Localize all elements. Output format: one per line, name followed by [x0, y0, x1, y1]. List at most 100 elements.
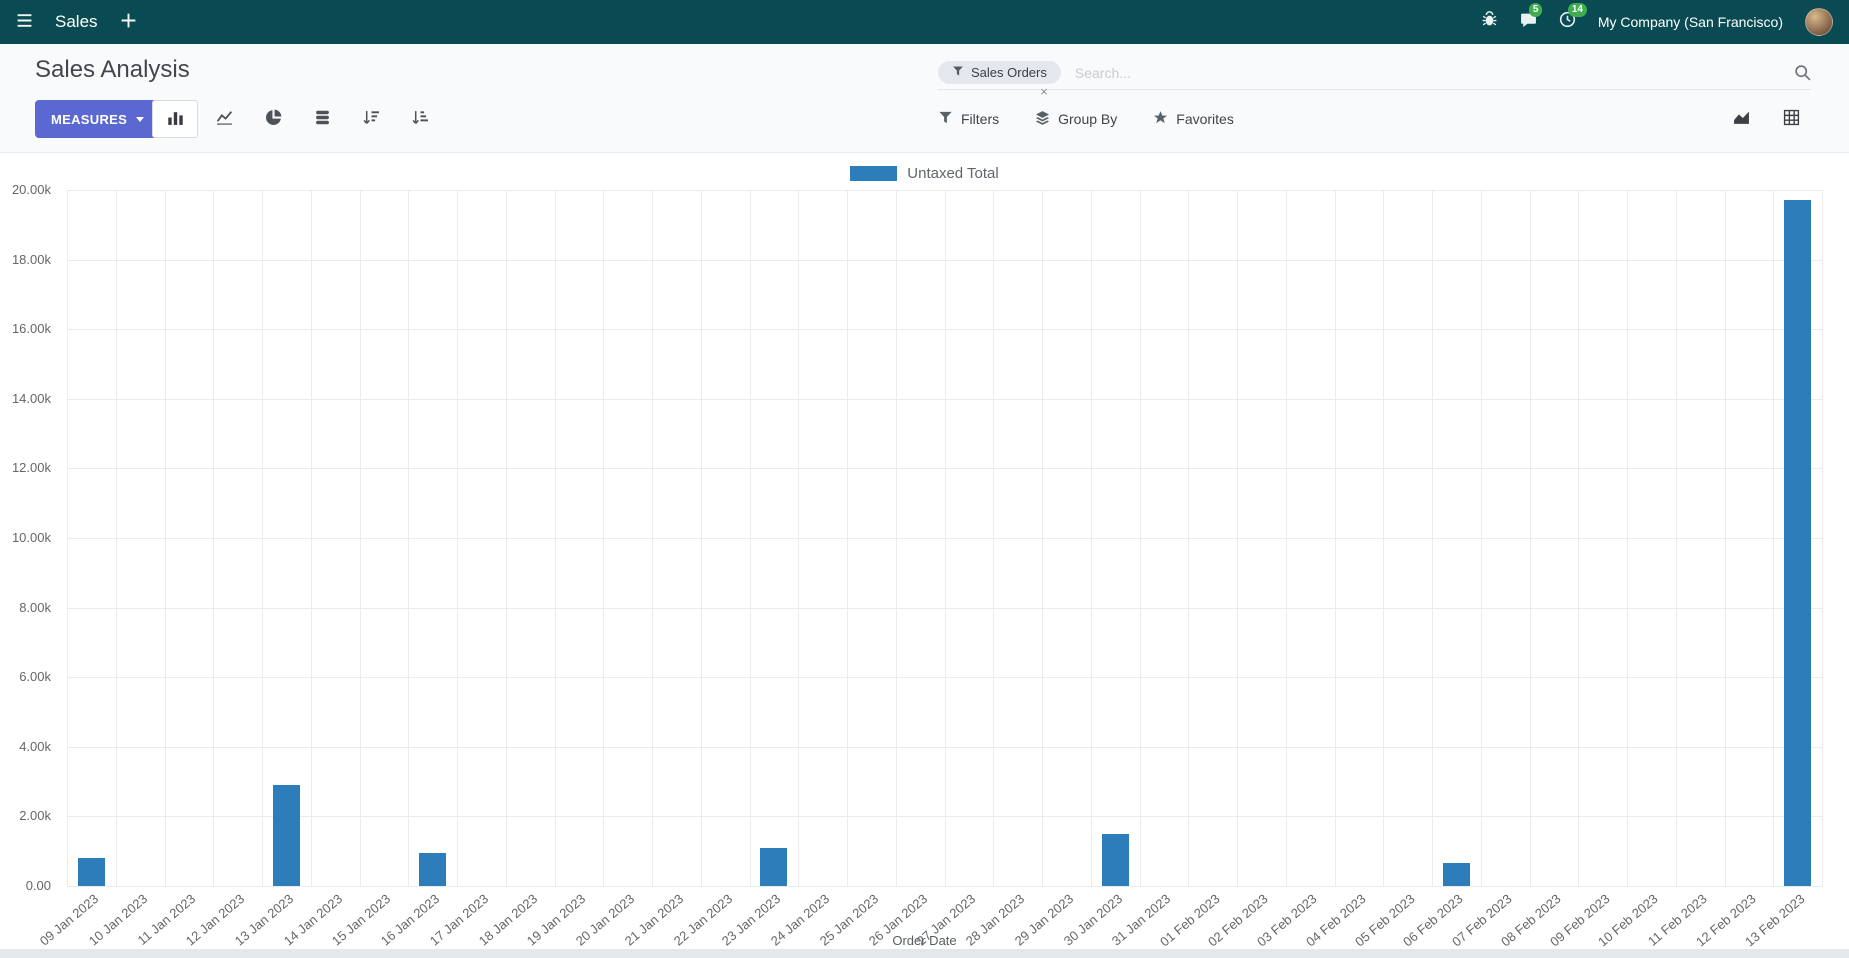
search-input[interactable] [1072, 63, 1782, 82]
gridline [1480, 190, 1482, 886]
chart-bar[interactable] [760, 847, 788, 886]
chat-icon [1520, 11, 1537, 33]
sort-asc-icon [412, 109, 429, 129]
gridline [1237, 190, 1238, 886]
gridline [1432, 190, 1433, 886]
chart-bar[interactable] [1784, 200, 1812, 886]
line-chart-button[interactable] [201, 100, 247, 138]
gridline [993, 190, 995, 886]
line-chart-icon [216, 109, 233, 129]
new-window-button[interactable] [120, 12, 137, 32]
y-tick-label: 16.00k [11, 321, 51, 337]
user-company-menu[interactable]: My Company (San Francisco) [1597, 14, 1783, 30]
pie-chart-button[interactable] [250, 100, 296, 138]
y-tick-label: 2.00k [19, 808, 51, 824]
y-tick-label: 14.00k [11, 390, 51, 406]
chevron-down-icon [136, 116, 145, 122]
search-facet: Sales Orders × [938, 61, 1061, 99]
gridline [505, 190, 507, 886]
view-switcher [1718, 100, 1814, 138]
gridline [67, 190, 68, 886]
sort-descending-button[interactable] [348, 100, 394, 138]
app-name[interactable]: Sales [55, 12, 98, 31]
gridline [1822, 190, 1823, 886]
gridline [67, 886, 1822, 887]
chart-bar[interactable] [77, 858, 105, 886]
chart-type-switcher [152, 100, 443, 138]
gridline [457, 190, 458, 886]
facet-remove-button[interactable]: × [1040, 84, 1048, 99]
stacked-toggle-button[interactable] [299, 100, 345, 138]
gridline [1773, 190, 1775, 886]
pie-chart-icon [265, 109, 282, 129]
filters-menu[interactable]: Filters [938, 110, 999, 128]
measures-button[interactable]: MEASURES [35, 100, 161, 138]
apps-menu-button[interactable] [16, 12, 33, 32]
search-icon[interactable] [1794, 64, 1811, 81]
gridline [895, 190, 897, 886]
layers-icon [1035, 110, 1050, 128]
chart-bar[interactable] [1101, 833, 1129, 886]
gridline [700, 190, 702, 886]
gridline [213, 190, 215, 886]
graph-view-button[interactable] [1718, 100, 1764, 138]
gridline [1334, 190, 1336, 886]
search-facet-label: Sales Orders [971, 65, 1047, 80]
chart-legend[interactable]: Untaxed Total [0, 165, 1849, 182]
filters-label: Filters [961, 111, 1000, 127]
y-tick-label: 10.00k [11, 530, 51, 545]
debug-button[interactable] [1481, 11, 1498, 33]
gridline [847, 190, 848, 886]
funnel-icon [952, 65, 964, 80]
gridline [798, 190, 800, 886]
avatar[interactable] [1805, 8, 1833, 36]
area-chart-icon [1733, 109, 1750, 129]
gridline [1627, 190, 1628, 886]
messages-badge: 5 [1528, 3, 1543, 17]
pivot-grid-icon [1783, 109, 1800, 129]
stacked-icon [314, 109, 331, 129]
messages-button[interactable]: 5 [1520, 3, 1543, 33]
pivot-view-button[interactable] [1768, 100, 1814, 138]
activities-badge: 14 [1567, 3, 1587, 17]
legend-label: Untaxed Total [907, 165, 999, 182]
measures-button-label: MEASURES [51, 111, 128, 127]
search-options: Filters Group By Favorites [938, 100, 1234, 138]
sort-ascending-button[interactable] [397, 100, 443, 138]
control-panel: Sales Analysis Sales Orders × MEASURES [0, 44, 1849, 153]
search-bar: Sales Orders × [938, 56, 1811, 99]
gridline [115, 190, 117, 886]
chart-bar[interactable] [419, 852, 447, 886]
gridline [603, 190, 605, 886]
favorites-menu[interactable]: Favorites [1153, 110, 1234, 128]
chart-bar[interactable] [272, 785, 300, 886]
gridline [554, 190, 556, 886]
page-title: Sales Analysis [35, 56, 190, 83]
gridline [652, 190, 653, 886]
gridline [1285, 190, 1287, 886]
y-tick-label: 20.00k [11, 182, 51, 197]
activities-button[interactable]: 14 [1559, 3, 1587, 33]
star-icon [1153, 110, 1168, 128]
y-tick-label: 8.00k [19, 599, 51, 615]
gridline [262, 190, 263, 886]
gridline [310, 190, 312, 886]
gridline [359, 190, 361, 886]
gridline [1578, 190, 1580, 886]
gridline [1675, 190, 1677, 886]
y-tick-label: 12.00k [11, 460, 51, 476]
bar-chart-button[interactable] [152, 100, 198, 138]
gridline [1139, 190, 1141, 886]
plot-area [67, 190, 1823, 887]
y-tick-label: 0.00 [25, 878, 51, 893]
y-axis: 0.00 2.00k 4.00k 6.00k 8.00k 10.00k 12.00k 14.0… [0, 182, 59, 893]
group-by-menu[interactable]: Group By [1035, 110, 1117, 128]
y-tick-label: 18.00k [11, 251, 51, 267]
bug-icon [1481, 11, 1498, 33]
group-by-label: Group By [1058, 111, 1118, 127]
clock-icon [1559, 11, 1576, 33]
gridline [1042, 190, 1043, 886]
gridline [944, 190, 946, 886]
horizontal-scrollbar[interactable] [0, 949, 1849, 958]
chart-bar[interactable] [1442, 863, 1470, 886]
